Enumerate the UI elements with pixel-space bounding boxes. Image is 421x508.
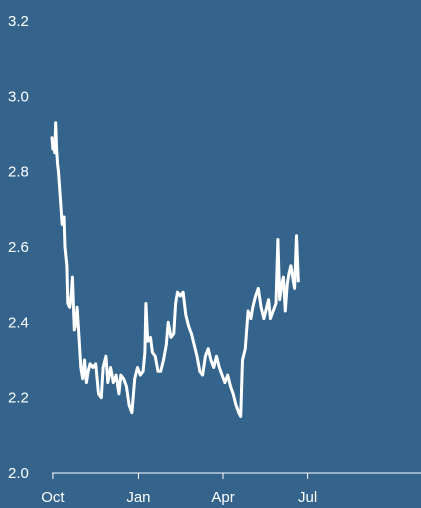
y-tick-label: 3.0	[8, 88, 29, 105]
y-tick-label: 3.2	[8, 13, 29, 30]
y-tick-label: 2.6	[8, 239, 29, 256]
x-tick-label: Jul	[298, 489, 317, 506]
y-axis-tick-labels: 2.0 2.2 2.4 2.6 2.8 3.0 3.2	[8, 13, 29, 482]
x-tick-label: Oct	[41, 489, 65, 506]
y-tick-label: 2.4	[8, 314, 29, 331]
y-tick-label: 2.2	[8, 390, 29, 407]
series-layer	[50, 121, 300, 418]
y-tick-label: 2.0	[8, 465, 29, 482]
series-line	[50, 121, 300, 418]
x-tick-label: Apr	[211, 489, 234, 506]
x-tick-label: Jan	[126, 489, 150, 506]
x-axis: Oct Jan Apr Jul	[41, 472, 421, 506]
y-tick-label: 2.8	[8, 164, 29, 181]
